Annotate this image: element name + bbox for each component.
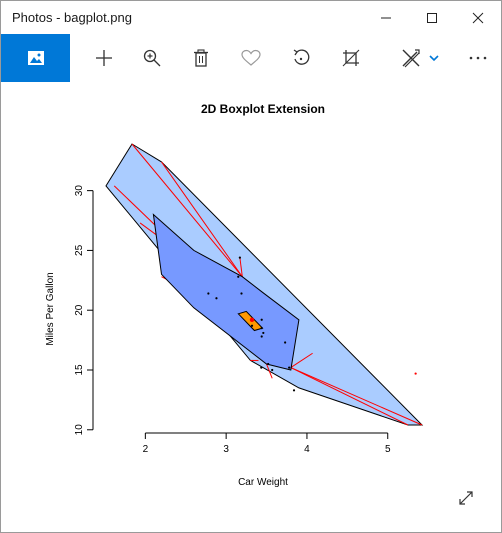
expand-icon	[459, 491, 473, 505]
data-point-15	[260, 327, 263, 330]
data-point-7	[271, 368, 274, 372]
data-point-8	[284, 341, 287, 344]
data-point-14	[250, 324, 254, 327]
rotate-button[interactable]	[284, 34, 318, 82]
edit-draw-button[interactable]	[395, 34, 429, 82]
photo-icon	[27, 51, 44, 65]
whisker-line-8	[290, 367, 409, 426]
data-point-10	[292, 389, 296, 392]
image-viewer[interactable]: 2D Boxplot Extension 2 3 4 5 10 15 20 25 30 Car …	[1, 82, 501, 532]
data-point-11	[267, 362, 270, 366]
edit-draw-icon	[402, 49, 420, 68]
data-point-5	[262, 331, 265, 335]
add-button[interactable]	[87, 34, 121, 82]
x-tick-label-4: 4	[304, 444, 310, 455]
data-point-3	[215, 297, 218, 300]
close-icon	[472, 12, 484, 23]
data-point-9	[288, 366, 291, 369]
loop-polygon	[105, 143, 424, 426]
whisker-line-7	[290, 367, 423, 426]
favorite-icon	[241, 49, 261, 66]
minimize-button[interactable]	[363, 1, 409, 34]
x-tick-label-2: 2	[143, 444, 149, 455]
y-tick-label-25: 25	[74, 244, 85, 256]
bag-polygon	[152, 213, 300, 371]
data-point-0	[238, 256, 241, 259]
data-point-6	[260, 335, 263, 338]
data-point-4	[260, 318, 263, 321]
x-tick-label-5: 5	[385, 444, 391, 455]
data-point-1	[240, 292, 243, 295]
bagplot-chart: 2D Boxplot Extension 2 3 4 5 10 15 20 25 30 Car …	[45, 102, 424, 488]
add-icon	[96, 50, 112, 66]
y-tick-label-30: 30	[74, 185, 85, 197]
edit-dropdown-button[interactable]	[427, 34, 441, 82]
whisker-line-6	[239, 257, 243, 277]
maximize-button[interactable]	[409, 1, 455, 34]
outlier-point-0	[414, 372, 417, 375]
x-tick-label-3: 3	[223, 444, 229, 455]
favorite-button[interactable]	[234, 34, 268, 82]
fullscreen-button[interactable]	[456, 488, 476, 508]
data-point-12	[260, 366, 263, 369]
y-tick-label-20: 20	[74, 304, 85, 316]
minimize-icon	[381, 17, 391, 18]
delete-icon	[194, 49, 208, 67]
crop-icon	[342, 49, 360, 67]
data-point-2	[207, 292, 210, 295]
whisker-line-1	[161, 161, 243, 278]
chevron-down-icon	[429, 55, 439, 62]
y-axis-label: Miles Per Gallon	[45, 272, 56, 345]
rotate-icon	[293, 49, 310, 65]
whisker-line-10	[266, 363, 273, 379]
more-icon	[469, 56, 487, 60]
close-button[interactable]	[455, 1, 501, 34]
title-bar[interactable]: Photos - bagplot.png	[1, 1, 501, 34]
crop-button[interactable]	[334, 34, 368, 82]
y-tick-label-15: 15	[74, 364, 85, 376]
chart-title: 2D Boxplot Extension	[201, 102, 325, 116]
data-point-13	[237, 275, 240, 278]
delete-button[interactable]	[184, 34, 218, 82]
x-axis-label: Car Weight	[238, 477, 288, 488]
center-point	[249, 317, 255, 322]
zoom-in-icon	[143, 49, 161, 67]
photo-view-button[interactable]	[1, 34, 70, 82]
whisker-line-9	[290, 352, 313, 369]
toolbar	[1, 34, 501, 82]
window-title: Photos - bagplot.png	[12, 10, 132, 25]
maximize-icon	[427, 12, 437, 23]
zoom-in-button[interactable]	[135, 34, 169, 82]
more-button[interactable]	[461, 34, 495, 82]
y-tick-label-10: 10	[74, 424, 85, 436]
whisker-line-0	[131, 143, 243, 278]
